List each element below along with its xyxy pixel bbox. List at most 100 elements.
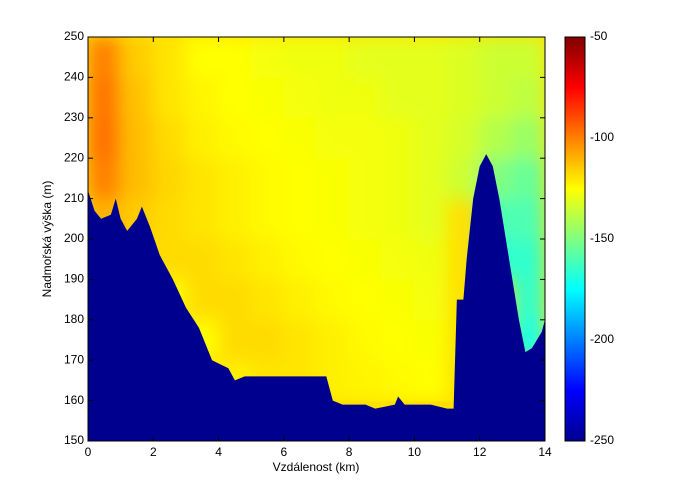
heatmap-cell bbox=[218, 278, 252, 321]
heatmap-cell bbox=[316, 37, 350, 78]
heatmap-cell bbox=[120, 117, 154, 159]
heatmap-cell bbox=[381, 359, 415, 402]
heatmap-cell bbox=[413, 238, 448, 280]
heatmap-cell bbox=[283, 117, 317, 159]
x-tick-label: 4 bbox=[215, 445, 222, 459]
heatmap-cell bbox=[283, 37, 317, 78]
heatmap-cell bbox=[185, 37, 220, 78]
heatmap-cell bbox=[446, 76, 481, 119]
x-tick-label: 14 bbox=[538, 445, 552, 459]
heatmap-cell bbox=[185, 278, 220, 321]
heatmap-cell bbox=[218, 157, 252, 200]
y-tick-label: 200 bbox=[64, 231, 84, 245]
colorbar-tick-label: -150 bbox=[590, 231, 614, 245]
heatmap-cell bbox=[348, 278, 383, 321]
heatmap-cell bbox=[218, 76, 252, 119]
y-tick-label: 180 bbox=[64, 312, 84, 326]
heatmap-cell bbox=[511, 238, 545, 280]
heatmap-cell bbox=[381, 76, 415, 119]
heatmap-cell bbox=[348, 117, 383, 159]
y-tick-label: 250 bbox=[64, 29, 84, 43]
heatmap-cell bbox=[88, 37, 122, 78]
heatmap-cell bbox=[316, 238, 350, 280]
y-tick-label: 190 bbox=[64, 272, 84, 286]
heatmap-cell bbox=[218, 198, 252, 240]
heatmap-cell bbox=[413, 157, 448, 200]
heatmap-cell bbox=[152, 157, 187, 200]
x-tick-label: 12 bbox=[473, 445, 487, 459]
heatmap-cell bbox=[381, 198, 415, 240]
heatmap-cell bbox=[316, 319, 350, 361]
heatmap-cell bbox=[218, 117, 252, 159]
y-tick-label: 240 bbox=[64, 70, 84, 84]
heatmap-cell bbox=[413, 278, 448, 321]
heatmap-cell bbox=[283, 319, 317, 361]
heatmap-cell bbox=[185, 157, 220, 200]
x-axis-label: Vzdálenost (km) bbox=[273, 460, 360, 474]
heatmap-cell bbox=[511, 198, 545, 240]
heatmap-cell bbox=[283, 157, 317, 200]
x-tick-label: 0 bbox=[85, 445, 92, 459]
y-tick-label: 170 bbox=[64, 352, 84, 366]
heatmap-cell bbox=[218, 37, 252, 78]
colorbar-tick-label: -100 bbox=[590, 130, 614, 144]
x-tick-label: 10 bbox=[408, 445, 422, 459]
heatmap-cell bbox=[348, 359, 383, 402]
heatmap-cell bbox=[250, 278, 285, 321]
terrain-layer bbox=[88, 154, 545, 441]
heatmap-cell bbox=[413, 76, 448, 119]
terrain bbox=[88, 154, 545, 441]
heatmap-cell bbox=[185, 198, 220, 240]
heatmap-cell bbox=[120, 76, 154, 119]
heatmap-cell bbox=[381, 117, 415, 159]
plot-frame bbox=[87, 36, 546, 442]
heatmap-cell bbox=[152, 76, 187, 119]
colorbar-tick-label: -200 bbox=[590, 332, 614, 346]
heatmap-cell bbox=[316, 157, 350, 200]
heatmap-cell bbox=[218, 238, 252, 280]
heatmap-cell bbox=[88, 117, 122, 159]
heatmap-cell bbox=[250, 76, 285, 119]
heatmap-cell bbox=[511, 37, 545, 78]
colorbar-tick-label: -50 bbox=[590, 29, 608, 43]
heatmap-cell bbox=[381, 37, 415, 78]
heatmap-cell bbox=[120, 37, 154, 78]
heatmap-cell bbox=[152, 198, 187, 240]
heatmap-cell bbox=[511, 117, 545, 159]
heatmap-cell bbox=[185, 76, 220, 119]
y-tick-label: 210 bbox=[64, 191, 84, 205]
heatmap-cell bbox=[250, 238, 285, 280]
heatmap-cell bbox=[413, 319, 448, 361]
heatmap-cell bbox=[413, 198, 448, 240]
heatmap-cell bbox=[316, 198, 350, 240]
y-tick-label: 160 bbox=[64, 393, 84, 407]
x-tick-label: 6 bbox=[281, 445, 288, 459]
axes: 0 2 4 6 8 10 12 14 150 160 170 180 190 200 210 220 230 24… bbox=[64, 29, 614, 459]
heatmap-cell bbox=[88, 157, 122, 200]
heatmap-cell bbox=[250, 37, 285, 78]
y-tick-label: 150 bbox=[64, 433, 84, 447]
heatmap-cell bbox=[185, 117, 220, 159]
heatmap-cell bbox=[381, 238, 415, 280]
heatmap-cell bbox=[348, 238, 383, 280]
heatmap-cell bbox=[283, 76, 317, 119]
y-axis-label: Nadmořská výška (m) bbox=[40, 181, 54, 298]
heatmap-cell bbox=[283, 198, 317, 240]
heatmap-cell bbox=[511, 157, 545, 200]
heatmap-cell bbox=[511, 76, 545, 119]
y-tick-label: 220 bbox=[64, 150, 84, 164]
heatmap-cell bbox=[348, 76, 383, 119]
heatmap-cell bbox=[413, 359, 448, 402]
heatmap-cell bbox=[479, 76, 513, 119]
colorbar-tick-label: -250 bbox=[590, 433, 614, 447]
heatmap-cell bbox=[479, 37, 513, 78]
heatmap-cell bbox=[381, 319, 415, 361]
heatmap-cell bbox=[250, 319, 285, 361]
heatmap-cell bbox=[479, 117, 513, 159]
heatmap-cell bbox=[120, 157, 154, 200]
x-tick-label: 8 bbox=[346, 445, 353, 459]
colorbar bbox=[564, 36, 586, 442]
heatmap-cell bbox=[218, 319, 252, 361]
heatmap-cell bbox=[316, 76, 350, 119]
